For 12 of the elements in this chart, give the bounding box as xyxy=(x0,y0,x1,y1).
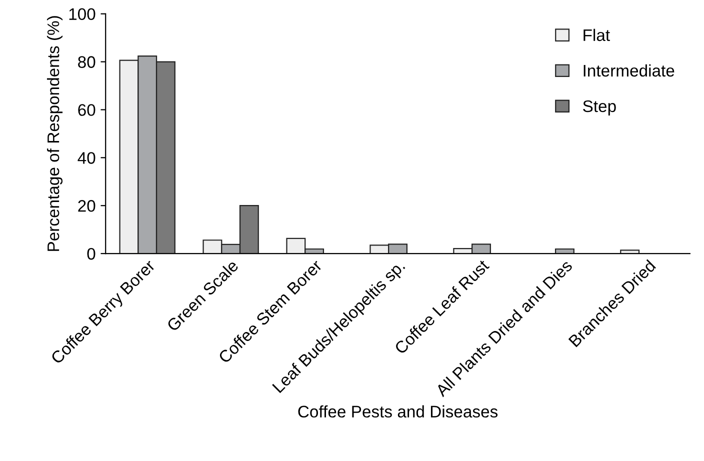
y-tick-label: 60 xyxy=(78,104,96,116)
y-tick-label: 80 xyxy=(78,56,96,68)
y-tick-label: 40 xyxy=(78,152,96,164)
legend-label: Flat xyxy=(584,28,610,42)
x-axis-title: Coffee Pests and Diseases xyxy=(298,405,498,418)
y-tick-label: 100 xyxy=(69,8,96,20)
legend-label: Intermediate xyxy=(584,64,674,77)
bar xyxy=(620,250,640,254)
legend-label: Step xyxy=(583,100,616,116)
y-tick-label: 20 xyxy=(78,200,96,212)
y-tick-label: 0 xyxy=(87,248,96,260)
y-axis-title: Percentage of Respondents (%) xyxy=(46,16,63,251)
